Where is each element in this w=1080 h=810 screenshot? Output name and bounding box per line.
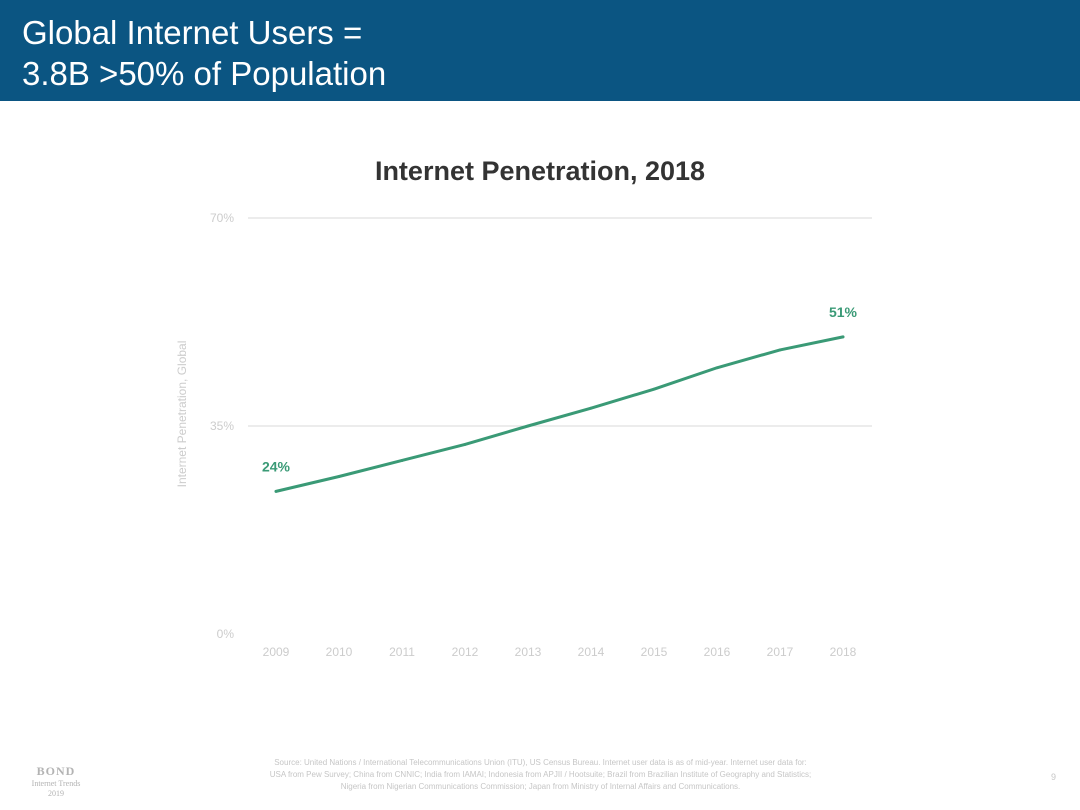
y-tick-label: 70% bbox=[210, 211, 234, 225]
data-point bbox=[652, 387, 656, 391]
data-label: 51% bbox=[829, 304, 858, 320]
logo-name: BOND bbox=[36, 764, 76, 778]
logo-subtitle: Internet Trends 2019 bbox=[31, 779, 81, 798]
x-tick-label: 2009 bbox=[263, 645, 290, 659]
data-point bbox=[841, 335, 845, 339]
source-note: Source: United Nations / International T… bbox=[269, 758, 812, 791]
data-point bbox=[337, 475, 341, 478]
chart-title: Internet Penetration, 2018 bbox=[374, 156, 706, 186]
series-line bbox=[274, 335, 845, 493]
data-label: 24% bbox=[262, 458, 291, 474]
bond-logo: BOND Internet Trends 2019 bbox=[26, 764, 116, 799]
page-number: 9 bbox=[1050, 772, 1056, 782]
data-point bbox=[778, 348, 782, 352]
x-tick-label: 2015 bbox=[641, 645, 668, 659]
y-tick-label: 35% bbox=[210, 419, 234, 433]
header-bar: Global Internet Users = 3.8B >50% of Pop… bbox=[0, 0, 1080, 101]
slide-title: Global Internet Users = 3.8B >50% of Pop… bbox=[22, 14, 387, 92]
x-tick-label: 2012 bbox=[452, 645, 479, 659]
data-point bbox=[463, 443, 467, 446]
x-tick-label: 2016 bbox=[704, 645, 731, 659]
data-point bbox=[400, 459, 404, 462]
x-tick-label: 2017 bbox=[767, 645, 794, 659]
x-tick-label: 2018 bbox=[830, 645, 857, 659]
x-tick-label: 2014 bbox=[578, 645, 605, 659]
y-tick-label: 0% bbox=[217, 627, 235, 641]
data-point bbox=[715, 366, 719, 370]
y-axis-label: Internet Penetration, Global bbox=[175, 341, 189, 488]
x-tick-label: 2013 bbox=[515, 645, 542, 659]
x-tick-label: 2011 bbox=[389, 645, 415, 659]
data-point bbox=[526, 424, 530, 428]
data-point bbox=[274, 489, 278, 493]
data-point bbox=[589, 406, 593, 410]
x-tick-label: 2010 bbox=[326, 645, 353, 659]
